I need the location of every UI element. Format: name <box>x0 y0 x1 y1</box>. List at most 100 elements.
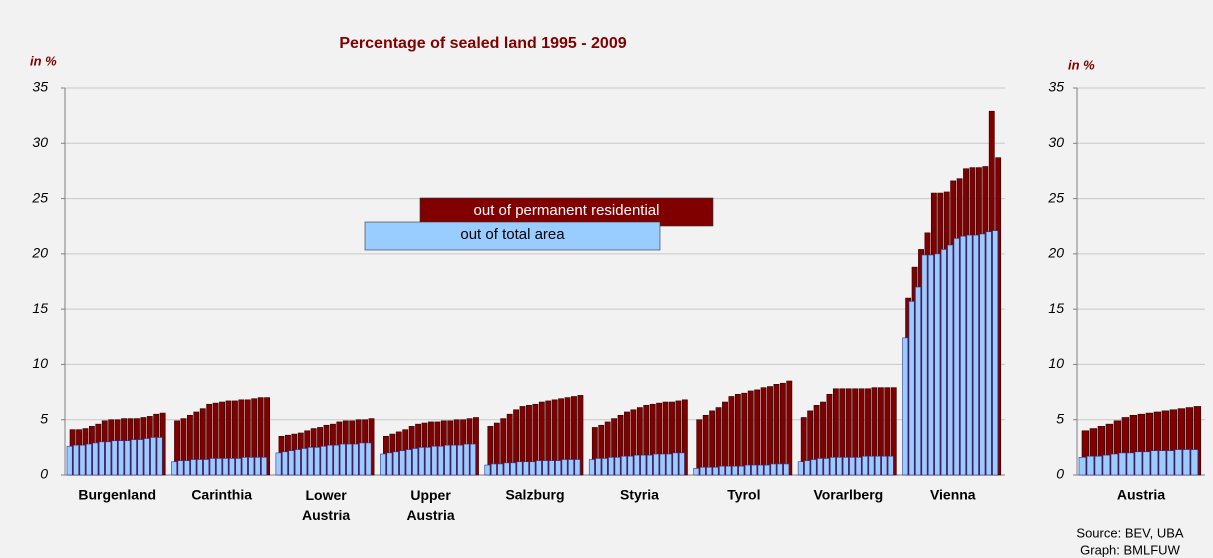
bar-total <box>829 457 836 476</box>
bar-residential <box>839 388 846 476</box>
bar-total <box>849 457 856 476</box>
bar-total <box>523 461 529 476</box>
bar-residential <box>767 386 773 476</box>
bar-total <box>79 444 86 476</box>
bar-total <box>646 454 653 476</box>
bar-residential <box>754 389 761 476</box>
bar-total <box>757 464 764 476</box>
bar-residential <box>598 424 605 476</box>
legend-label: out of total area <box>460 226 565 243</box>
bar-total <box>216 458 222 476</box>
bar-total <box>412 448 419 476</box>
bar-total <box>842 457 849 476</box>
bar-residential <box>244 399 251 476</box>
bar-residential <box>696 419 703 476</box>
bar-total <box>1078 457 1087 476</box>
bar-residential <box>858 388 865 476</box>
bar-total <box>804 460 811 476</box>
bar-total <box>516 461 523 476</box>
bar-total <box>561 459 568 476</box>
bar-total <box>235 458 242 476</box>
legend-swatch <box>419 197 714 227</box>
bar-total <box>307 447 314 476</box>
x-tick-label: Burgenland <box>78 487 156 503</box>
bar-residential <box>591 427 598 476</box>
bar-residential <box>545 400 552 476</box>
bar-total <box>386 452 393 476</box>
x-tick-label: Carinthia <box>191 487 252 503</box>
bar-total <box>503 462 510 476</box>
bar-residential <box>662 401 669 476</box>
bar-residential <box>238 399 245 476</box>
x-tick-label: Lower Austria <box>302 487 350 523</box>
bar-total <box>979 233 986 476</box>
bar-total <box>1190 449 1199 476</box>
bar-residential <box>604 421 611 476</box>
bar-total <box>339 443 346 476</box>
bar-total <box>908 301 915 476</box>
bar-total <box>902 337 909 476</box>
y-unit: in % <box>30 53 57 68</box>
bar-total <box>85 443 92 476</box>
bar-residential <box>532 403 539 476</box>
bar-total <box>601 458 608 476</box>
bar-residential <box>643 405 650 476</box>
bar-total <box>66 445 73 476</box>
x-tick-label: Vorarlberg <box>813 487 883 503</box>
bar-total <box>450 444 457 476</box>
y-tick-label: 20 <box>1047 245 1064 261</box>
bar-total <box>105 441 112 476</box>
bar-residential <box>877 387 884 476</box>
bar-total <box>595 458 602 476</box>
bar-total <box>719 465 725 476</box>
bar-total <box>966 234 973 476</box>
y-tick-label: 35 <box>1048 79 1064 95</box>
bar-residential <box>551 399 558 476</box>
bar-total <box>666 453 672 476</box>
bar-total <box>706 466 713 476</box>
bar-total <box>333 444 340 476</box>
bar-total <box>254 457 261 476</box>
bar-total <box>1094 455 1103 476</box>
bar-residential <box>779 382 786 476</box>
bar-total <box>731 465 738 476</box>
bar-total <box>320 445 327 476</box>
bar-total <box>288 450 295 476</box>
graph-credit: Graph: BMLFUW <box>1080 542 1180 557</box>
bar-residential <box>513 409 520 476</box>
bar-total <box>542 460 549 476</box>
bar-total <box>725 465 732 476</box>
bar-total <box>98 441 105 476</box>
x-tick-label: Upper Austria <box>406 487 454 523</box>
bar-total <box>510 462 517 476</box>
bar-total <box>712 466 719 476</box>
bar-residential <box>747 390 754 476</box>
bar-total <box>621 455 627 476</box>
bar-residential <box>656 402 663 476</box>
y-unit: in % <box>1068 57 1095 72</box>
bar-total <box>405 449 412 476</box>
y-tick-label: 15 <box>32 300 48 316</box>
bar-residential <box>675 400 682 476</box>
bar-residential <box>760 387 767 476</box>
source: Source: BEV, UBA <box>1076 525 1184 540</box>
bar-total <box>659 453 666 476</box>
bar-residential <box>709 410 716 476</box>
bar-total <box>633 454 640 476</box>
y-tick-label: 5 <box>40 410 48 426</box>
bar-total <box>927 254 934 476</box>
bar-total <box>352 443 359 476</box>
bar-total <box>143 438 150 476</box>
bar-residential <box>807 410 814 476</box>
y-tick-label: 5 <box>1056 410 1064 426</box>
y-tick-label: 20 <box>31 245 48 261</box>
bar-residential <box>219 401 225 476</box>
bar-total <box>653 453 660 476</box>
bar-total <box>380 453 386 476</box>
bar-total <box>992 230 999 476</box>
bar-residential <box>722 401 728 476</box>
bar-total <box>672 452 679 476</box>
bar-total <box>444 444 451 476</box>
bar-total <box>365 442 372 476</box>
bar-total <box>1142 451 1151 476</box>
